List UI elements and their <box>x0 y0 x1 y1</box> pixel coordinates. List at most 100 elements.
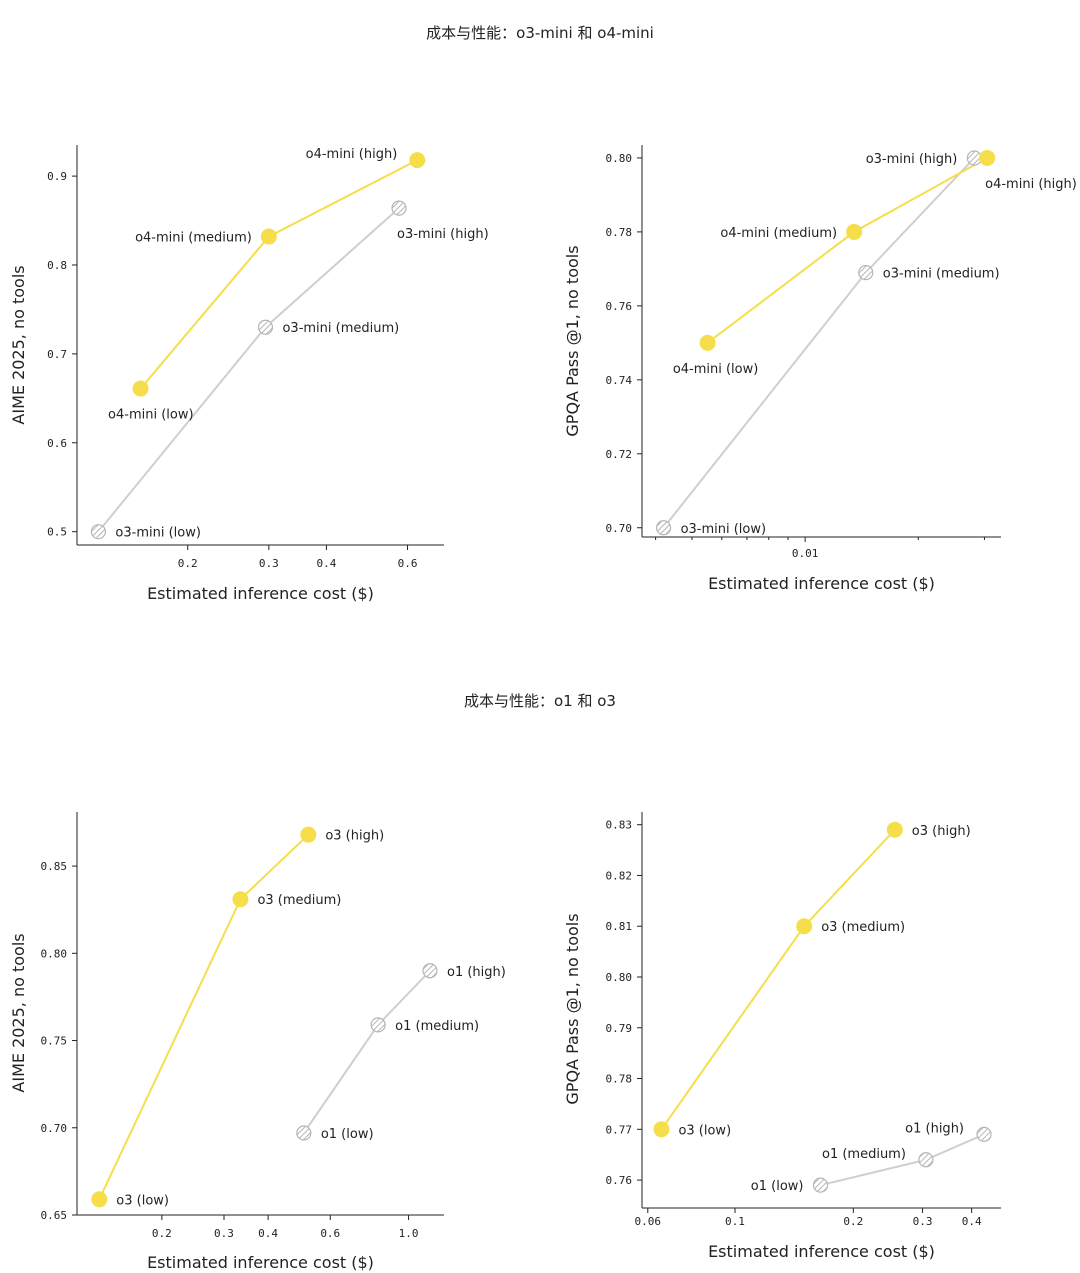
y-tick-label: 0.76 <box>606 300 633 313</box>
y-tick-label: 0.80 <box>606 152 633 165</box>
data-point-o3-mini-low <box>90 524 107 540</box>
x-tick-label: 0.3 <box>214 1227 234 1240</box>
section-title-full: 成本与性能：o1 和 o3 <box>464 692 616 710</box>
x-tick-label: 0.6 <box>320 1227 340 1240</box>
y-tick-label: 0.76 <box>606 1174 633 1187</box>
data-label-o3-medium: o3 (medium) <box>257 893 341 908</box>
x-tick-label: 0.4 <box>962 1215 982 1228</box>
data-point-o3-mini-high <box>391 200 407 216</box>
data-label-o3-high: o3 (high) <box>912 824 971 839</box>
data-label-o3-low: o3 (low) <box>116 1193 169 1208</box>
x-axis-title: Estimated inference cost ($) <box>708 574 935 593</box>
data-label-o4-mini-low: o4-mini (low) <box>108 408 194 423</box>
data-label-o4-mini-medium: o4-mini (medium) <box>720 226 837 241</box>
y-tick-label: 0.83 <box>606 819 633 832</box>
x-tick-label: 1.0 <box>399 1227 419 1240</box>
x-tick-label: 0.4 <box>316 557 336 570</box>
y-tick-label: 0.8 <box>47 259 67 272</box>
data-label-o3-high: o3 (high) <box>325 829 384 844</box>
data-label-o3-mini-high: o3-mini (high) <box>866 152 958 167</box>
data-point-o3-mini-low <box>655 520 672 536</box>
y-axis-title: GPQA Pass @1, no tools <box>563 245 582 436</box>
data-point-o4-mini-low <box>132 380 149 397</box>
chart-aime-mini: 0.5 0.6 0.7 0.8 0.9 0.2 0.3 0.4 0.6 Estimated inf… <box>9 145 489 603</box>
data-point-o3-low <box>91 1191 108 1208</box>
y-axis-title: AIME 2025, no tools <box>9 933 28 1092</box>
data-point-o1-low <box>296 1125 312 1141</box>
y-tick-label: 0.72 <box>606 448 633 461</box>
data-label-o1-high: o1 (high) <box>905 1121 964 1136</box>
data-label-o4-mini-medium: o4-mini (medium) <box>135 231 252 246</box>
data-point-o1-medium <box>370 1017 386 1033</box>
data-point-o3-mini-medium <box>257 319 274 335</box>
y-tick-label: 0.7 <box>47 348 67 361</box>
data-point-o1-low <box>812 1177 829 1193</box>
x-tick-label: 0.1 <box>725 1215 745 1228</box>
y-tick-label: 0.5 <box>47 526 67 539</box>
x-tick-label: 0.06 <box>635 1215 662 1228</box>
data-point-o4-mini-high <box>409 152 426 169</box>
data-label-o3-mini-medium: o3-mini (medium) <box>883 267 1000 282</box>
x-tick-label: 0.2 <box>152 1227 172 1240</box>
y-tick-label: 0.81 <box>606 920 633 933</box>
y-tick-label: 0.75 <box>41 1035 68 1048</box>
data-point-o3-medium <box>232 891 249 908</box>
data-point-o1-high <box>422 963 438 979</box>
data-point-o3-mini-medium <box>858 264 874 281</box>
data-label-o1-low: o1 (low) <box>751 1179 804 1194</box>
data-label-o3-mini-low: o3-mini (low) <box>115 526 201 541</box>
x-tick-label: 0.3 <box>913 1215 933 1228</box>
chart-gpqa-full: 0.76 0.77 0.78 0.79 0.80 0.81 0.82 0.83 0.06 0.1 0… <box>563 812 1001 1261</box>
y-tick-label: 0.65 <box>41 1209 68 1222</box>
data-point-o4-mini-medium <box>846 223 863 240</box>
data-label-o4-mini-low: o4-mini (low) <box>673 362 759 377</box>
x-tick-label: 0.6 <box>398 557 418 570</box>
series-line-o3 <box>660 829 896 1130</box>
x-axis-title: Estimated inference cost ($) <box>147 1253 374 1272</box>
y-axis-title: GPQA Pass @1, no tools <box>563 913 582 1104</box>
series-line-o1 <box>302 970 431 1134</box>
data-point-o4-mini-high <box>979 149 996 166</box>
data-label-o4-mini-high: o4-mini (high) <box>985 177 1077 192</box>
chart-aime-full: 0.65 0.70 0.75 0.80 0.85 0.2 0.3 0.4 0.6 1.0 Estim… <box>9 812 506 1272</box>
data-label-o1-medium: o1 (medium) <box>395 1019 479 1034</box>
series-line-o3-mini <box>97 207 400 533</box>
x-tick-label: 0.3 <box>259 557 279 570</box>
series-line-o4-mini <box>706 157 988 344</box>
data-label-o4-mini-high: o4-mini (high) <box>306 147 398 162</box>
x-tick-label: 0.4 <box>258 1227 278 1240</box>
y-tick-label: 0.82 <box>606 869 633 882</box>
data-label-o1-low: o1 (low) <box>321 1127 374 1142</box>
data-label-o3-low: o3 (low) <box>678 1123 731 1138</box>
data-point-o3-high <box>300 826 317 843</box>
y-tick-label: 0.9 <box>47 170 67 183</box>
series-line-o3 <box>98 833 309 1200</box>
chart-gpqa-mini: 0.70 0.72 0.74 0.76 0.78 0.80 0.01 Estimated in… <box>563 145 1077 593</box>
x-tick-label: 0.2 <box>178 557 198 570</box>
y-tick-label: 0.80 <box>606 971 633 984</box>
section-title-mini: 成本与性能：o3-mini 和 o4-mini <box>426 24 654 42</box>
data-point-o3-medium <box>796 918 813 935</box>
y-tick-label: 0.78 <box>606 226 633 239</box>
data-label-o3-mini-medium: o3-mini (medium) <box>282 321 399 336</box>
series-line-o4-mini <box>139 159 418 390</box>
x-tick-label: 0.2 <box>843 1215 863 1228</box>
data-label-o3-mini-high: o3-mini (high) <box>397 227 489 242</box>
data-label-o1-high: o1 (high) <box>447 965 506 980</box>
x-axis-title: Estimated inference cost ($) <box>147 584 374 603</box>
y-tick-label: 0.78 <box>606 1073 633 1086</box>
data-point-o3-high <box>886 821 903 838</box>
x-tick-label: 0.01 <box>792 547 819 560</box>
data-label-o1-medium: o1 (medium) <box>822 1147 906 1162</box>
data-point-o1-high <box>976 1126 992 1142</box>
y-tick-label: 0.70 <box>606 522 633 535</box>
y-tick-label: 0.80 <box>41 947 68 960</box>
y-tick-label: 0.77 <box>606 1123 633 1136</box>
y-tick-label: 0.70 <box>41 1122 68 1135</box>
y-tick-label: 0.6 <box>47 437 67 450</box>
data-point-o3-low <box>653 1121 670 1138</box>
y-tick-label: 0.79 <box>606 1022 633 1035</box>
y-tick-label: 0.85 <box>41 860 68 873</box>
data-point-o1-medium <box>918 1152 934 1168</box>
